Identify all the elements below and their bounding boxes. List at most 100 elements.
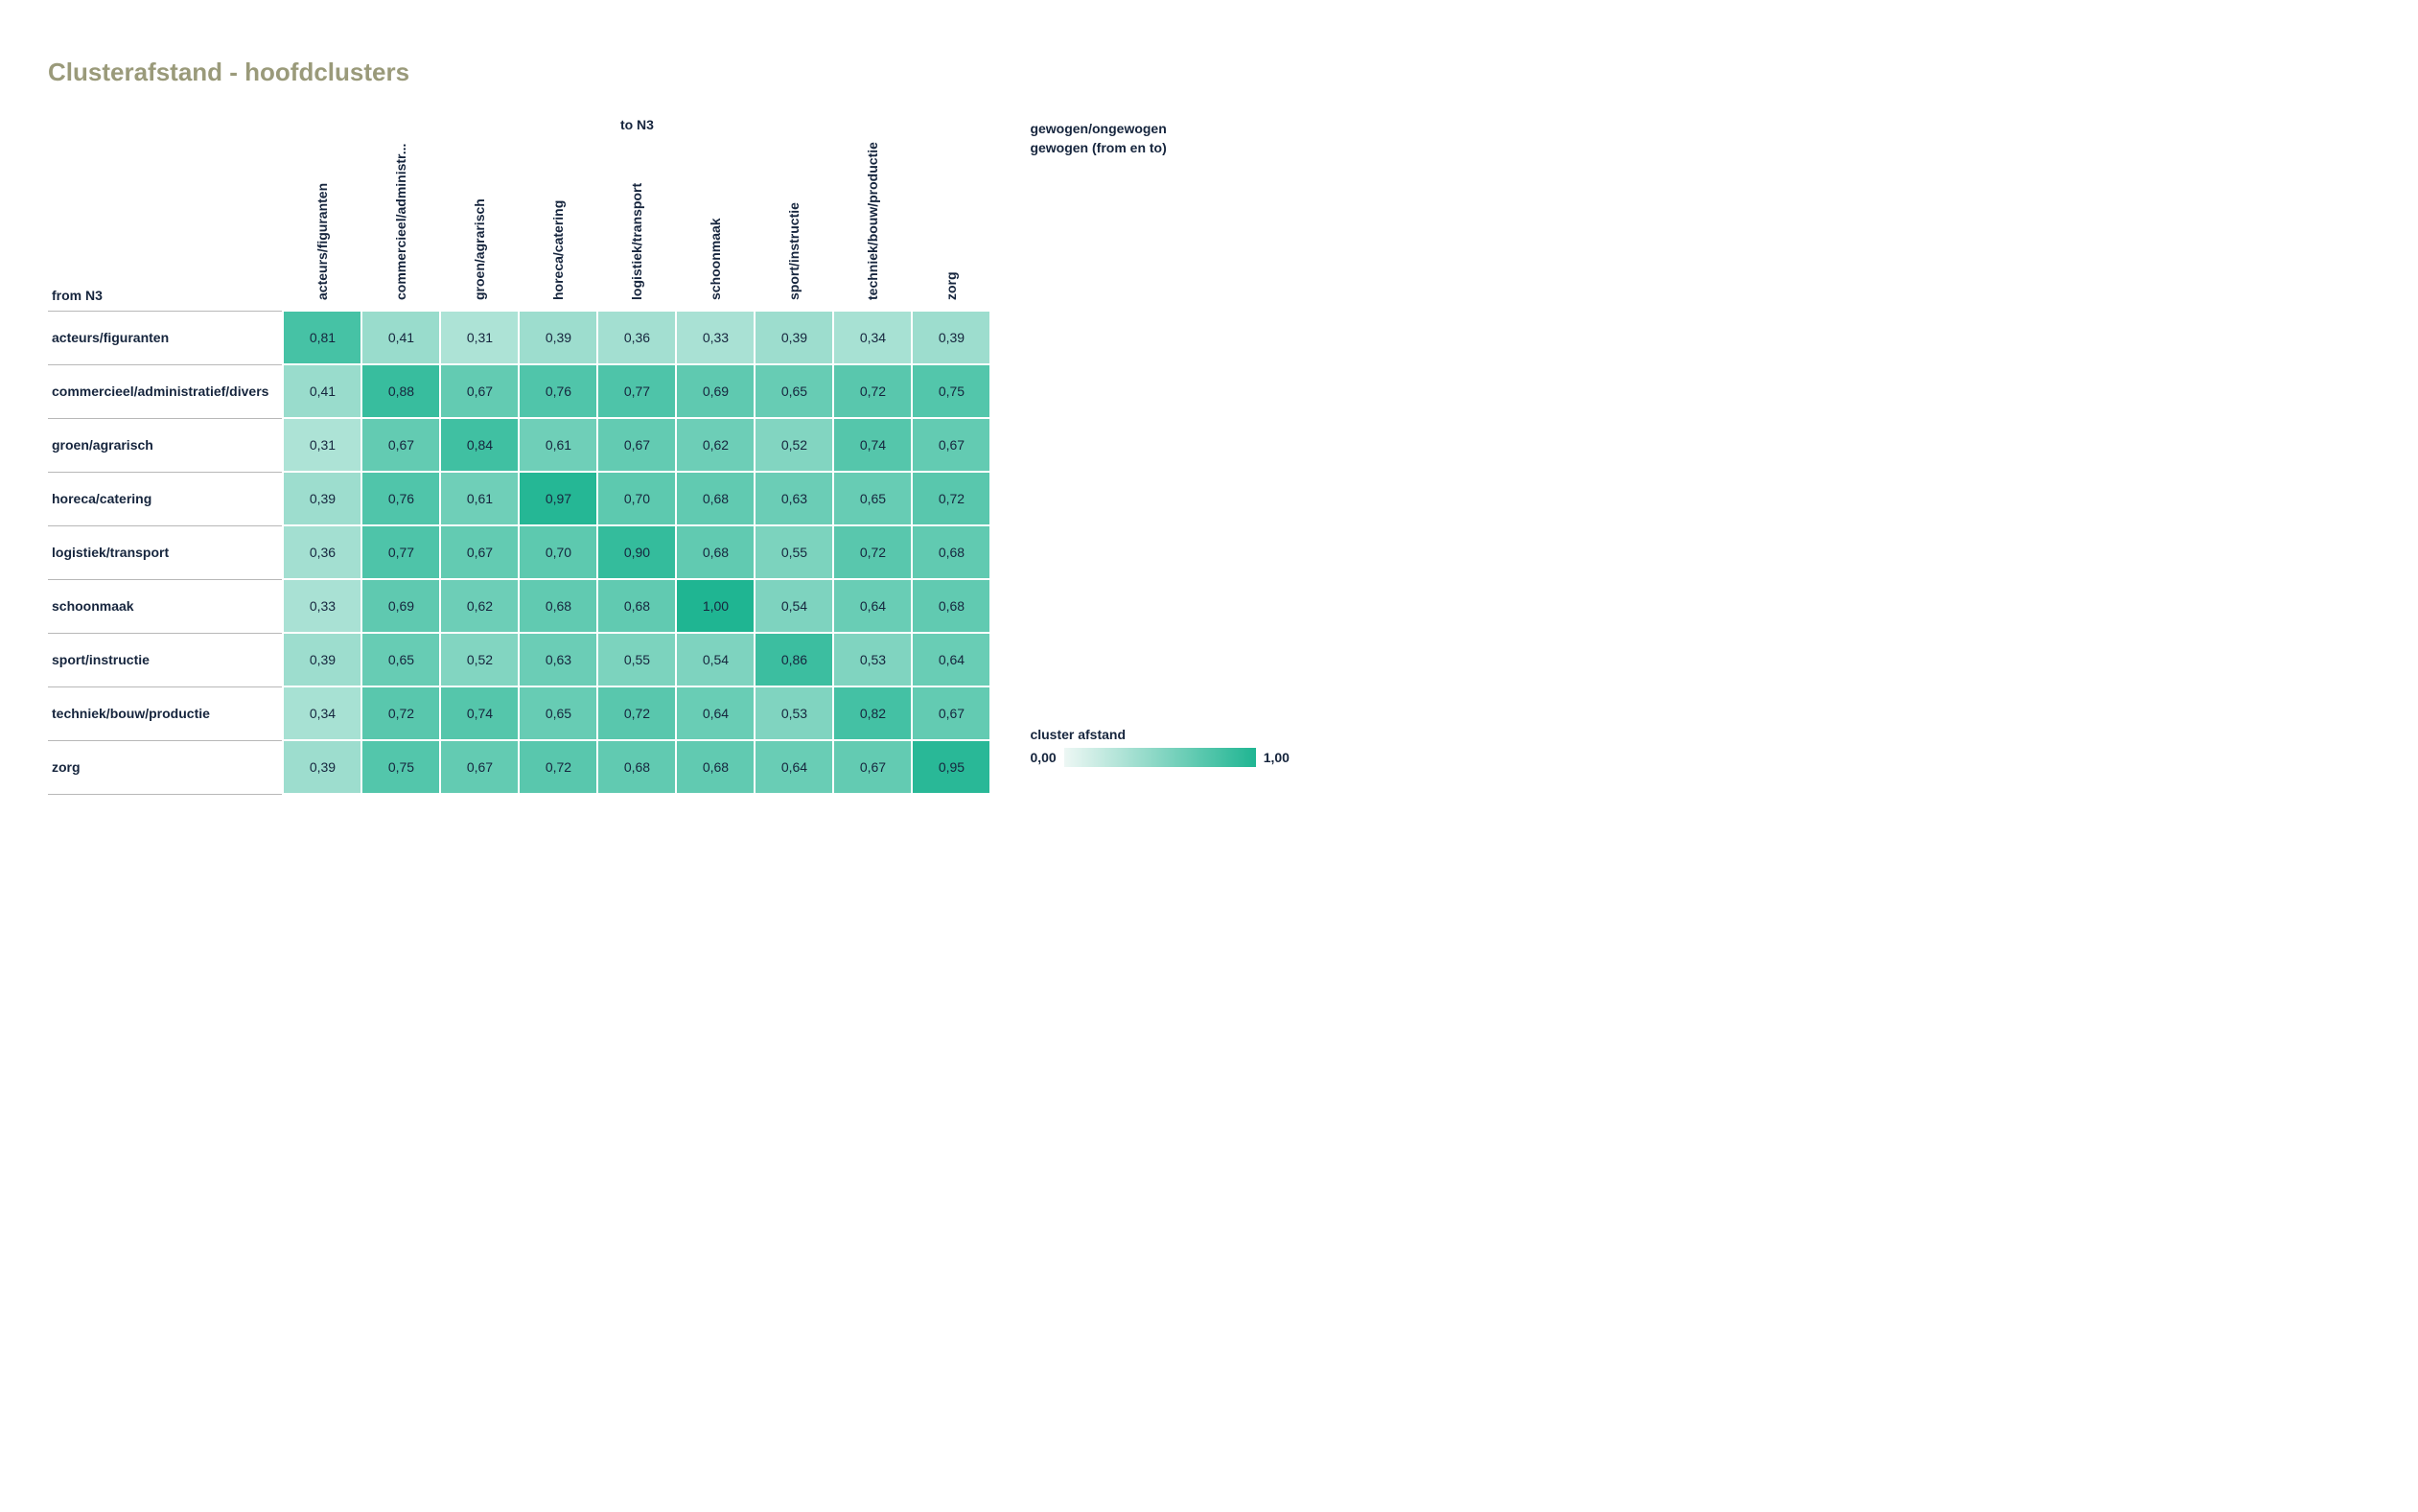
- heatmap-cell: 0,70: [597, 472, 676, 525]
- heatmap-cell: 0,97: [519, 472, 597, 525]
- heatmap-cell: 0,69: [676, 364, 755, 418]
- heatmap-cell: 0,53: [833, 633, 912, 686]
- row-header: groen/agrarisch: [48, 418, 283, 472]
- col-header: acteurs/figuranten: [283, 138, 361, 311]
- row-header: zorg: [48, 740, 283, 794]
- heatmap-cell: 0,77: [361, 525, 440, 579]
- heatmap-cell: 0,81: [283, 311, 361, 364]
- heatmap-cell: 0,75: [912, 364, 990, 418]
- heatmap-cell: 0,41: [361, 311, 440, 364]
- heatmap-cell: 0,39: [283, 740, 361, 794]
- heatmap-cell: 0,86: [755, 633, 833, 686]
- heatmap-cell: 0,55: [755, 525, 833, 579]
- row-header: commercieel/administratief/divers: [48, 364, 283, 418]
- legend-max-label: 1,00: [1264, 750, 1290, 765]
- heatmap-cell: 0,82: [833, 686, 912, 740]
- heatmap-cell: 0,72: [833, 525, 912, 579]
- heatmap-cell: 0,36: [597, 311, 676, 364]
- row-header: schoonmaak: [48, 579, 283, 633]
- heatmap-cell: 0,62: [440, 579, 519, 633]
- col-header: schoonmaak: [676, 138, 755, 311]
- heatmap-cell: 0,64: [833, 579, 912, 633]
- heatmap-cell: 0,76: [361, 472, 440, 525]
- heatmap-cell: 0,68: [597, 740, 676, 794]
- heatmap-cell: 0,54: [755, 579, 833, 633]
- heatmap-cell: 0,75: [361, 740, 440, 794]
- heatmap-cell: 0,68: [519, 579, 597, 633]
- heatmap-cell: 0,55: [597, 633, 676, 686]
- heatmap-cell: 0,67: [361, 418, 440, 472]
- col-header: sport/instructie: [755, 138, 833, 311]
- heatmap-cell: 0,70: [519, 525, 597, 579]
- heatmap-cell: 0,41: [283, 364, 361, 418]
- heatmap-cell: 0,67: [597, 418, 676, 472]
- row-header: acteurs/figuranten: [48, 311, 283, 364]
- heatmap-cell: 0,54: [676, 633, 755, 686]
- heatmap-cell: 1,00: [676, 579, 755, 633]
- heatmap-cell: 0,67: [440, 364, 519, 418]
- heatmap-cell: 0,61: [440, 472, 519, 525]
- heatmap-cell: 0,76: [519, 364, 597, 418]
- heatmap-cell: 0,84: [440, 418, 519, 472]
- heatmap-cell: 0,67: [833, 740, 912, 794]
- heatmap-cell: 0,34: [283, 686, 361, 740]
- heatmap-container: to N3from N3acteurs/figurantencommerciee…: [48, 116, 991, 795]
- heatmap-cell: 0,77: [597, 364, 676, 418]
- heatmap-cell: 0,39: [912, 311, 990, 364]
- heatmap-cell: 0,64: [912, 633, 990, 686]
- heatmap-cell: 0,72: [519, 740, 597, 794]
- heatmap-cell: 0,95: [912, 740, 990, 794]
- heatmap-cell: 0,52: [755, 418, 833, 472]
- heatmap-cell: 0,61: [519, 418, 597, 472]
- col-header: horeca/catering: [519, 138, 597, 311]
- heatmap-cell: 0,39: [283, 472, 361, 525]
- heatmap-cell: 0,68: [676, 472, 755, 525]
- heatmap-cell: 0,69: [361, 579, 440, 633]
- heatmap-cell: 0,31: [440, 311, 519, 364]
- row-header: horeca/catering: [48, 472, 283, 525]
- heatmap-cell: 0,34: [833, 311, 912, 364]
- heatmap-cell: 0,74: [833, 418, 912, 472]
- heatmap-cell: 0,65: [361, 633, 440, 686]
- page-title: Clusterafstand - hoofdclusters: [48, 58, 2370, 87]
- heatmap-cell: 0,63: [519, 633, 597, 686]
- col-header: techniek/bouw/productie: [833, 138, 912, 311]
- heatmap-cell: 0,64: [755, 740, 833, 794]
- heatmap-cell: 0,31: [283, 418, 361, 472]
- heatmap-cell: 0,68: [912, 579, 990, 633]
- heatmap-cell: 0,68: [676, 525, 755, 579]
- legend-gradient-bar: [1064, 748, 1256, 767]
- heatmap-cell: 0,90: [597, 525, 676, 579]
- heatmap-cell: 0,67: [912, 686, 990, 740]
- heatmap-cell: 0,65: [833, 472, 912, 525]
- heatmap-cell: 0,36: [283, 525, 361, 579]
- col-header: groen/agrarisch: [440, 138, 519, 311]
- heatmap-cell: 0,74: [440, 686, 519, 740]
- heatmap-cell: 0,72: [361, 686, 440, 740]
- row-header: logistiek/transport: [48, 525, 283, 579]
- heatmap-cell: 0,68: [912, 525, 990, 579]
- heatmap-cell: 0,68: [597, 579, 676, 633]
- heatmap-cell: 0,72: [912, 472, 990, 525]
- row-header: techniek/bouw/productie: [48, 686, 283, 740]
- heatmap-cell: 0,72: [833, 364, 912, 418]
- heatmap-cell: 0,52: [440, 633, 519, 686]
- legend-title: cluster afstand: [1030, 727, 1298, 742]
- side-panel: gewogen/ongewogen gewogen (from en to) c…: [1030, 116, 1298, 767]
- legend-min-label: 0,00: [1030, 750, 1056, 765]
- heatmap-cell: 0,39: [283, 633, 361, 686]
- heatmap-cell: 0,53: [755, 686, 833, 740]
- side-label-2: gewogen (from en to): [1030, 139, 1298, 158]
- col-header: zorg: [912, 138, 990, 311]
- row-axis-label: from N3: [48, 138, 283, 311]
- heatmap-table: to N3from N3acteurs/figurantencommerciee…: [48, 116, 991, 795]
- col-header: commercieel/administr...: [361, 138, 440, 311]
- heatmap-cell: 0,33: [283, 579, 361, 633]
- heatmap-cell: 0,64: [676, 686, 755, 740]
- heatmap-cell: 0,33: [676, 311, 755, 364]
- col-axis-label: to N3: [283, 116, 990, 138]
- heatmap-cell: 0,88: [361, 364, 440, 418]
- heatmap-cell: 0,65: [519, 686, 597, 740]
- heatmap-cell: 0,39: [755, 311, 833, 364]
- side-label-1: gewogen/ongewogen: [1030, 120, 1298, 139]
